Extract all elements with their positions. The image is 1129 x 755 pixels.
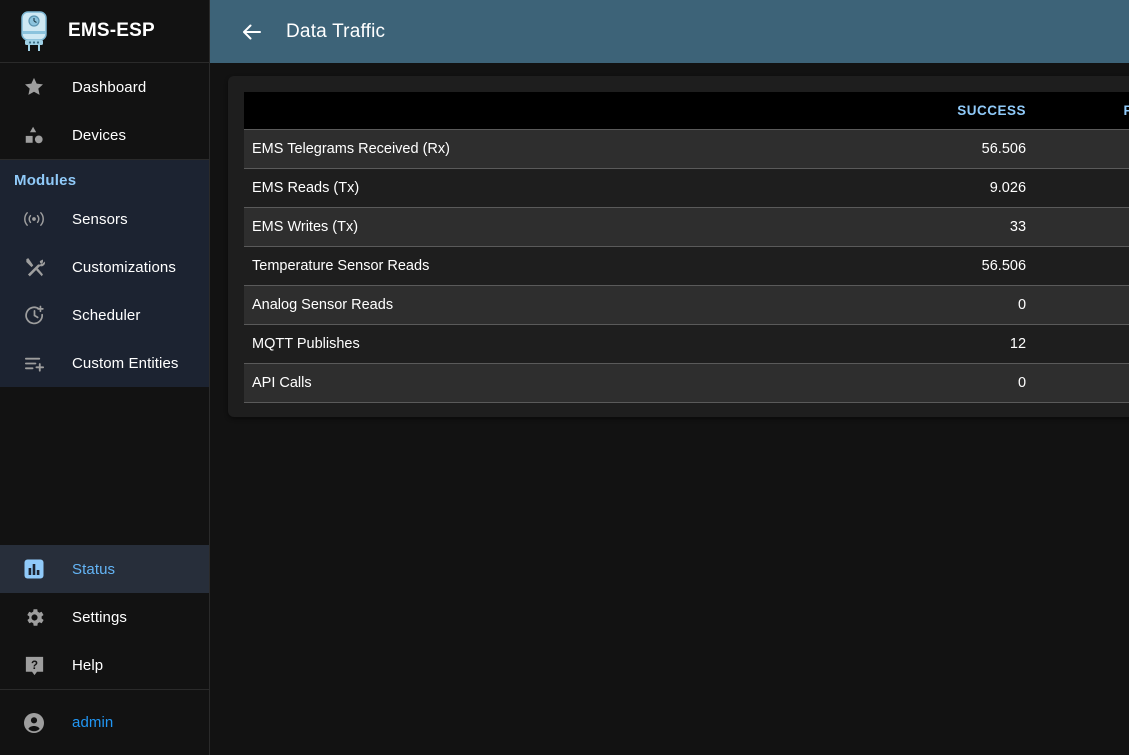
question-icon: ? bbox=[14, 654, 54, 677]
data-traffic-table: SUCCESS FAIL QUALITY EMS Telegrams Recei… bbox=[244, 92, 1129, 403]
cell-success: 56.506 bbox=[855, 246, 1039, 286]
account-circle-icon bbox=[14, 711, 54, 735]
cell-success: 0 bbox=[855, 285, 1039, 325]
sidebar-spacer bbox=[0, 387, 209, 545]
data-traffic-card: SUCCESS FAIL QUALITY EMS Telegrams Recei… bbox=[228, 76, 1129, 417]
sidebar-item-label: Sensors bbox=[72, 210, 128, 228]
column-header-fail[interactable]: FAIL bbox=[1038, 92, 1129, 130]
sidebar: EMS-ESP Dashboard Devices Modules bbox=[0, 0, 210, 755]
divider bbox=[0, 159, 209, 160]
cell-success: 0 bbox=[855, 363, 1039, 403]
page-title: Data Traffic bbox=[286, 20, 386, 42]
list-plus-icon bbox=[14, 352, 54, 375]
table-row[interactable]: Analog Sensor Reads00 bbox=[244, 285, 1129, 325]
sidebar-item-settings[interactable]: Settings bbox=[0, 593, 209, 641]
cell-name: EMS Reads (Tx) bbox=[244, 168, 856, 208]
nav-group-bottom: Status Settings ? Help bbox=[0, 545, 209, 755]
table-row[interactable]: EMS Telegrams Received (Rx)56.50611100% bbox=[244, 129, 1129, 169]
sidebar-item-label: Devices bbox=[72, 126, 127, 144]
cell-fail: 11 bbox=[1038, 246, 1129, 286]
shapes-icon bbox=[14, 124, 54, 146]
table-row[interactable]: EMS Reads (Tx)9.0260100% bbox=[244, 168, 1129, 208]
tools-icon bbox=[14, 256, 54, 279]
arrow-left-icon[interactable] bbox=[240, 20, 264, 44]
sidebar-item-sensors[interactable]: Sensors bbox=[0, 195, 209, 243]
antenna-icon bbox=[14, 208, 54, 230]
table-row[interactable]: API Calls00 bbox=[244, 363, 1129, 403]
gear-icon bbox=[14, 606, 54, 629]
table-body: EMS Telegrams Received (Rx)56.50611100%E… bbox=[244, 129, 1129, 403]
cell-fail: 0 bbox=[1038, 363, 1129, 403]
user-label: admin bbox=[72, 714, 114, 731]
sidebar-item-customizations[interactable]: Customizations bbox=[0, 243, 209, 291]
bar-chart-icon bbox=[14, 557, 54, 581]
sidebar-item-user[interactable]: admin bbox=[0, 689, 209, 755]
sidebar-item-label: Status bbox=[72, 560, 116, 578]
cell-fail: 0 bbox=[1038, 168, 1129, 208]
cell-success: 12 bbox=[855, 324, 1039, 364]
sidebar-item-label: Settings bbox=[72, 608, 127, 626]
column-header-name[interactable] bbox=[244, 92, 856, 130]
clock-plus-icon bbox=[14, 304, 54, 327]
sidebar-item-help[interactable]: ? Help bbox=[0, 641, 209, 689]
cell-fail: 11 bbox=[1038, 129, 1129, 169]
nav-group-primary: Dashboard Devices bbox=[0, 63, 209, 159]
cell-name: Analog Sensor Reads bbox=[244, 285, 856, 325]
main-area: Data Traffic SUCCESS FAIL QUALITY EMS Te… bbox=[210, 0, 1129, 755]
sidebar-item-devices[interactable]: Devices bbox=[0, 111, 209, 159]
cell-success: 33 bbox=[855, 207, 1039, 247]
cell-name: API Calls bbox=[244, 363, 856, 403]
cell-name: EMS Telegrams Received (Rx) bbox=[244, 129, 856, 169]
sidebar-item-status[interactable]: Status bbox=[0, 545, 209, 593]
sidebar-item-custom-entities[interactable]: Custom Entities bbox=[0, 339, 209, 387]
cell-name: MQTT Publishes bbox=[244, 324, 856, 364]
sidebar-item-label: Dashboard bbox=[72, 78, 147, 96]
table-row[interactable]: EMS Writes (Tx)33295% bbox=[244, 207, 1129, 247]
sidebar-item-label: Help bbox=[72, 656, 104, 674]
cell-name: Temperature Sensor Reads bbox=[244, 246, 856, 286]
table-head: SUCCESS FAIL QUALITY bbox=[244, 92, 1129, 130]
cell-fail: 0 bbox=[1038, 285, 1129, 325]
sidebar-item-scheduler[interactable]: Scheduler bbox=[0, 291, 209, 339]
content-area: SUCCESS FAIL QUALITY EMS Telegrams Recei… bbox=[210, 63, 1129, 755]
cell-name: EMS Writes (Tx) bbox=[244, 207, 856, 247]
cell-success: 56.506 bbox=[855, 129, 1039, 169]
brand-title: EMS-ESP bbox=[68, 20, 155, 41]
table-header-row: SUCCESS FAIL QUALITY bbox=[244, 92, 1129, 130]
boiler-icon bbox=[14, 9, 54, 53]
nav-group-modules: Modules Sensors bbox=[0, 160, 209, 387]
topbar: Data Traffic bbox=[210, 0, 1129, 63]
column-header-success[interactable]: SUCCESS bbox=[855, 92, 1039, 130]
sidebar-item-label: Scheduler bbox=[72, 306, 141, 324]
sidebar-item-label: Custom Entities bbox=[72, 354, 179, 372]
table-row[interactable]: MQTT Publishes121020% bbox=[244, 324, 1129, 364]
modules-heading: Modules bbox=[14, 172, 77, 189]
brand-header[interactable]: EMS-ESP bbox=[0, 0, 209, 63]
cell-fail: 10 bbox=[1038, 324, 1129, 364]
cell-success: 9.026 bbox=[855, 168, 1039, 208]
sidebar-item-label: Customizations bbox=[72, 258, 176, 276]
svg-text:?: ? bbox=[30, 659, 37, 671]
sidebar-item-dashboard[interactable]: Dashboard bbox=[0, 63, 209, 111]
star-icon bbox=[14, 76, 54, 98]
cell-fail: 2 bbox=[1038, 207, 1129, 247]
